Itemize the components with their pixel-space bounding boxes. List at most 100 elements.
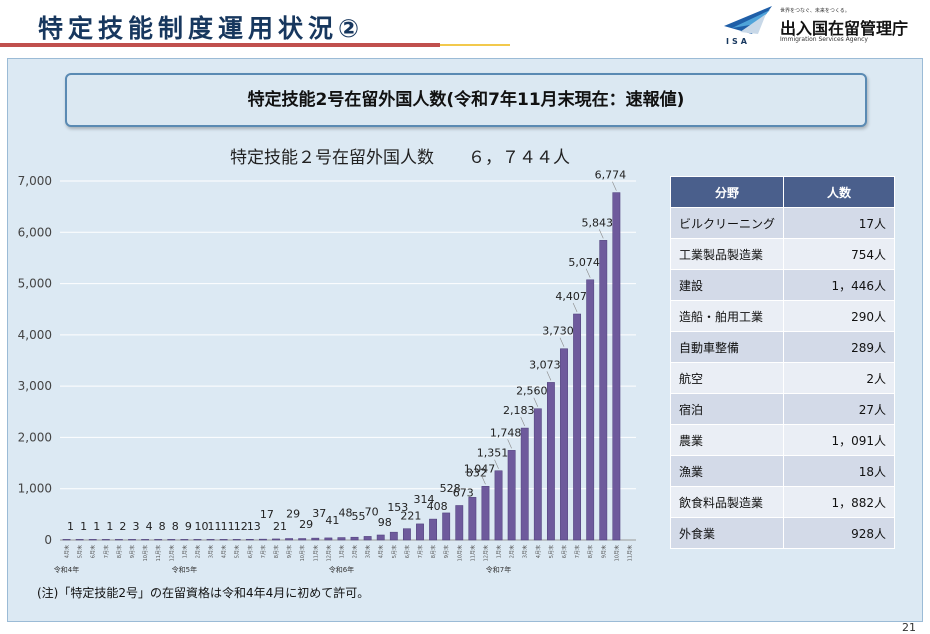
bar [193, 539, 202, 541]
data-label: 5,843 [582, 216, 614, 229]
table-cell-field: ビルクリーニング [669, 207, 785, 239]
table-cell-field: 漁業 [669, 455, 785, 487]
bar [402, 528, 411, 541]
x-tick-label: 5月末 [548, 545, 555, 558]
data-label: 528 [440, 482, 461, 495]
data-label-leader [598, 229, 604, 239]
table-header-count: 人数 [783, 176, 896, 208]
bar [533, 408, 542, 541]
bar [416, 523, 424, 541]
data-label: 1,047 [464, 462, 496, 475]
table-cell-field: 外食業 [669, 517, 785, 549]
data-label-leader [494, 459, 499, 469]
table-cell-field: 造船・舶用工業 [669, 300, 785, 332]
bar [154, 539, 163, 541]
x-tick-label: 8月末 [430, 545, 437, 558]
x-tick-label: 10月末 [142, 545, 149, 561]
table-cell-count: 17人 [783, 207, 896, 239]
x-tick-label: 7月末 [260, 545, 267, 558]
data-label: 48 [338, 507, 352, 520]
bar [219, 539, 228, 541]
data-label-leader [585, 268, 591, 278]
data-label: 3 [133, 520, 140, 533]
year-label: 令和4年 [54, 565, 79, 574]
data-label: 11 [208, 520, 222, 533]
agency-tagline: 世界をつなぐ、未来をつくる。 [780, 8, 850, 14]
table-header-row: 分野 人数 [669, 176, 896, 208]
table-cell-count: 27人 [783, 393, 896, 425]
data-label: 9 [185, 520, 192, 533]
bar [560, 348, 568, 541]
x-tick-label: 8月末 [116, 545, 123, 558]
data-label-leader [546, 371, 552, 381]
x-tick-label: 7月末 [417, 545, 424, 558]
bar [206, 539, 215, 541]
x-tick-label: 10月末 [299, 545, 306, 561]
title-underline [0, 43, 440, 47]
table-row: 工業製品製造業 754人 [669, 238, 896, 270]
table-cell-count: 289人 [783, 331, 896, 363]
page-number: 21 [902, 621, 916, 634]
x-tick-label: 4月末 [221, 545, 228, 558]
data-label: 8 [172, 520, 179, 533]
table-cell-field: 工業製品製造業 [669, 238, 785, 270]
x-tick-label: 5月末 [77, 545, 84, 558]
table-row: 宿泊 27人 [669, 393, 896, 425]
bar [324, 537, 333, 541]
data-label: 1,351 [477, 447, 509, 460]
data-label: 37 [312, 507, 326, 520]
bar [311, 537, 320, 541]
bar [101, 539, 110, 541]
data-label: 1 [67, 520, 74, 533]
data-label-leader [507, 439, 512, 449]
x-tick-label: 11月末 [469, 545, 476, 561]
bar [75, 539, 84, 541]
data-label-leader [572, 302, 578, 313]
y-tick-label: 1,000 [18, 482, 52, 496]
y-tick-label: 6,000 [18, 225, 52, 239]
bar [285, 538, 294, 541]
bar [363, 536, 372, 541]
title-underline-accent [440, 44, 510, 46]
x-tick-label: 2月末 [194, 545, 201, 558]
table-cell-count: 18人 [783, 455, 896, 487]
logo-abbr: ISA [726, 37, 750, 46]
footnote: (注)「特定技能2号」の在留資格は令和4年4月に初めて許可。 [37, 586, 370, 600]
table-cell-count: 1，446人 [783, 269, 896, 301]
data-label: 673 [453, 486, 474, 499]
data-label: 4 [146, 520, 153, 533]
table-cell-field: 宿泊 [669, 393, 785, 425]
x-tick-label: 4月末 [535, 545, 542, 558]
year-label: 令和6年 [329, 565, 354, 574]
table-cell-count: 1，882人 [783, 486, 896, 518]
bar [62, 539, 71, 541]
bar [245, 539, 254, 541]
data-label: 1 [80, 520, 87, 533]
x-tick-label: 3月末 [208, 545, 215, 558]
data-label: 55 [352, 510, 366, 523]
x-tick-label: 8月末 [273, 545, 280, 558]
bar [298, 538, 307, 541]
table-cell-count: 290人 [783, 300, 896, 332]
table-cell-field: 飲食料品製造業 [669, 486, 785, 518]
data-label: 8 [159, 520, 166, 533]
x-tick-label: 9月末 [129, 545, 136, 558]
x-tick-label: 5月末 [234, 545, 241, 558]
y-tick-label: 5,000 [18, 277, 52, 291]
x-tick-label: 5月末 [391, 545, 398, 558]
data-label: 29 [286, 508, 300, 521]
data-label: 221 [400, 510, 421, 523]
data-label: 314 [414, 493, 435, 506]
data-label: 11 [221, 520, 235, 533]
table-row: 農業 1，091人 [669, 424, 896, 456]
table-cell-count: 1，091人 [783, 424, 896, 456]
x-tick-label: 7月末 [103, 545, 110, 558]
bar [272, 538, 280, 541]
agency-name: 出入国在留管理庁 [780, 19, 909, 38]
table-cell-count: 754人 [783, 238, 896, 270]
table-cell-field: 農業 [669, 424, 785, 456]
data-label: 12 [234, 520, 248, 533]
data-label: 3,730 [542, 325, 574, 338]
x-tick-label: 9月末 [286, 545, 293, 558]
